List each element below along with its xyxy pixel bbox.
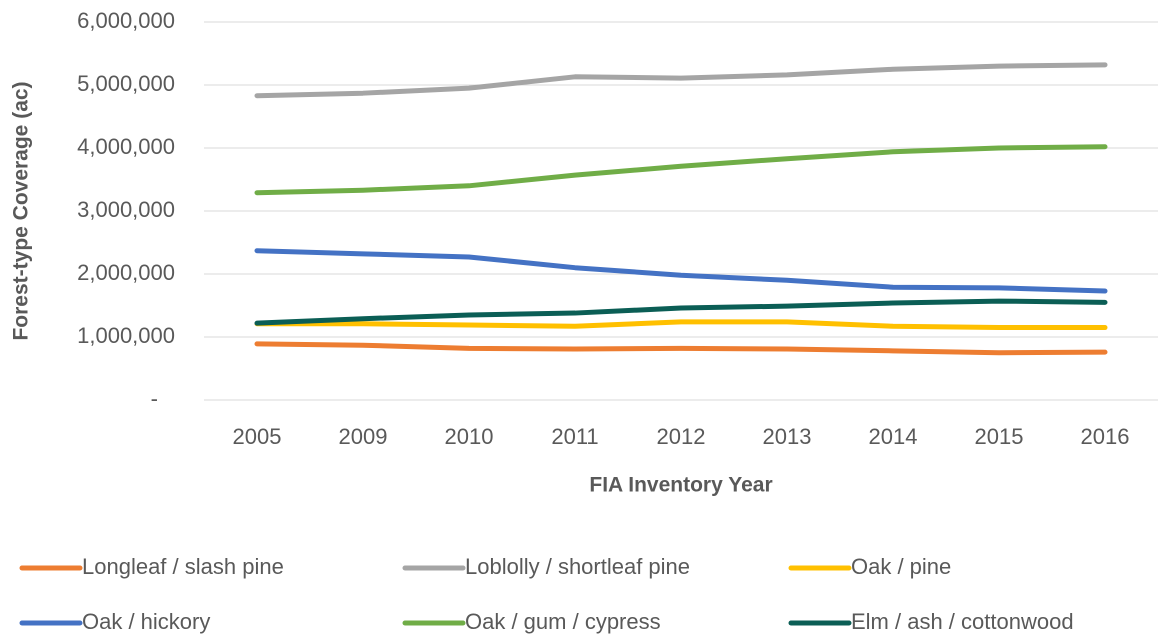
series-line — [254, 341, 1108, 356]
legend-label: Elm / ash / cottonwood — [851, 609, 1074, 634]
legend-label: Oak / hickory — [82, 609, 210, 634]
y-tick-label: - — [151, 386, 158, 411]
legend-label: Loblolly / shortleaf pine — [465, 554, 690, 579]
series-line — [254, 298, 1108, 326]
y-tick-label: 3,000,000 — [77, 197, 175, 222]
y-tick-label: 2,000,000 — [77, 260, 175, 285]
x-tick-label: 2014 — [869, 424, 918, 449]
series-line — [254, 319, 1108, 331]
x-tick-label: 2013 — [763, 424, 812, 449]
series-line — [254, 62, 1108, 99]
y-tick-label: 4,000,000 — [77, 134, 175, 159]
y-tick-label: 6,000,000 — [77, 8, 175, 33]
series-line — [254, 248, 1108, 294]
y-tick-label: 1,000,000 — [77, 323, 175, 348]
x-tick-label: 2009 — [339, 424, 388, 449]
legend-label: Oak / pine — [851, 554, 951, 579]
series-line — [254, 144, 1108, 196]
x-tick-label: 2015 — [975, 424, 1024, 449]
y-tick-label: 5,000,000 — [77, 71, 175, 96]
x-tick-label: 2005 — [233, 424, 282, 449]
x-tick-label: 2016 — [1081, 424, 1130, 449]
x-axis-title: FIA Inventory Year — [589, 474, 772, 497]
x-tick-label: 2012 — [657, 424, 706, 449]
y-axis-title: Forest-type Coverage (ac) — [10, 81, 33, 340]
legend-label: Oak / gum / cypress — [465, 609, 661, 634]
legend-label: Longleaf / slash pine — [82, 554, 284, 579]
x-tick-label: 2010 — [445, 424, 494, 449]
x-tick-label: 2011 — [551, 424, 598, 449]
